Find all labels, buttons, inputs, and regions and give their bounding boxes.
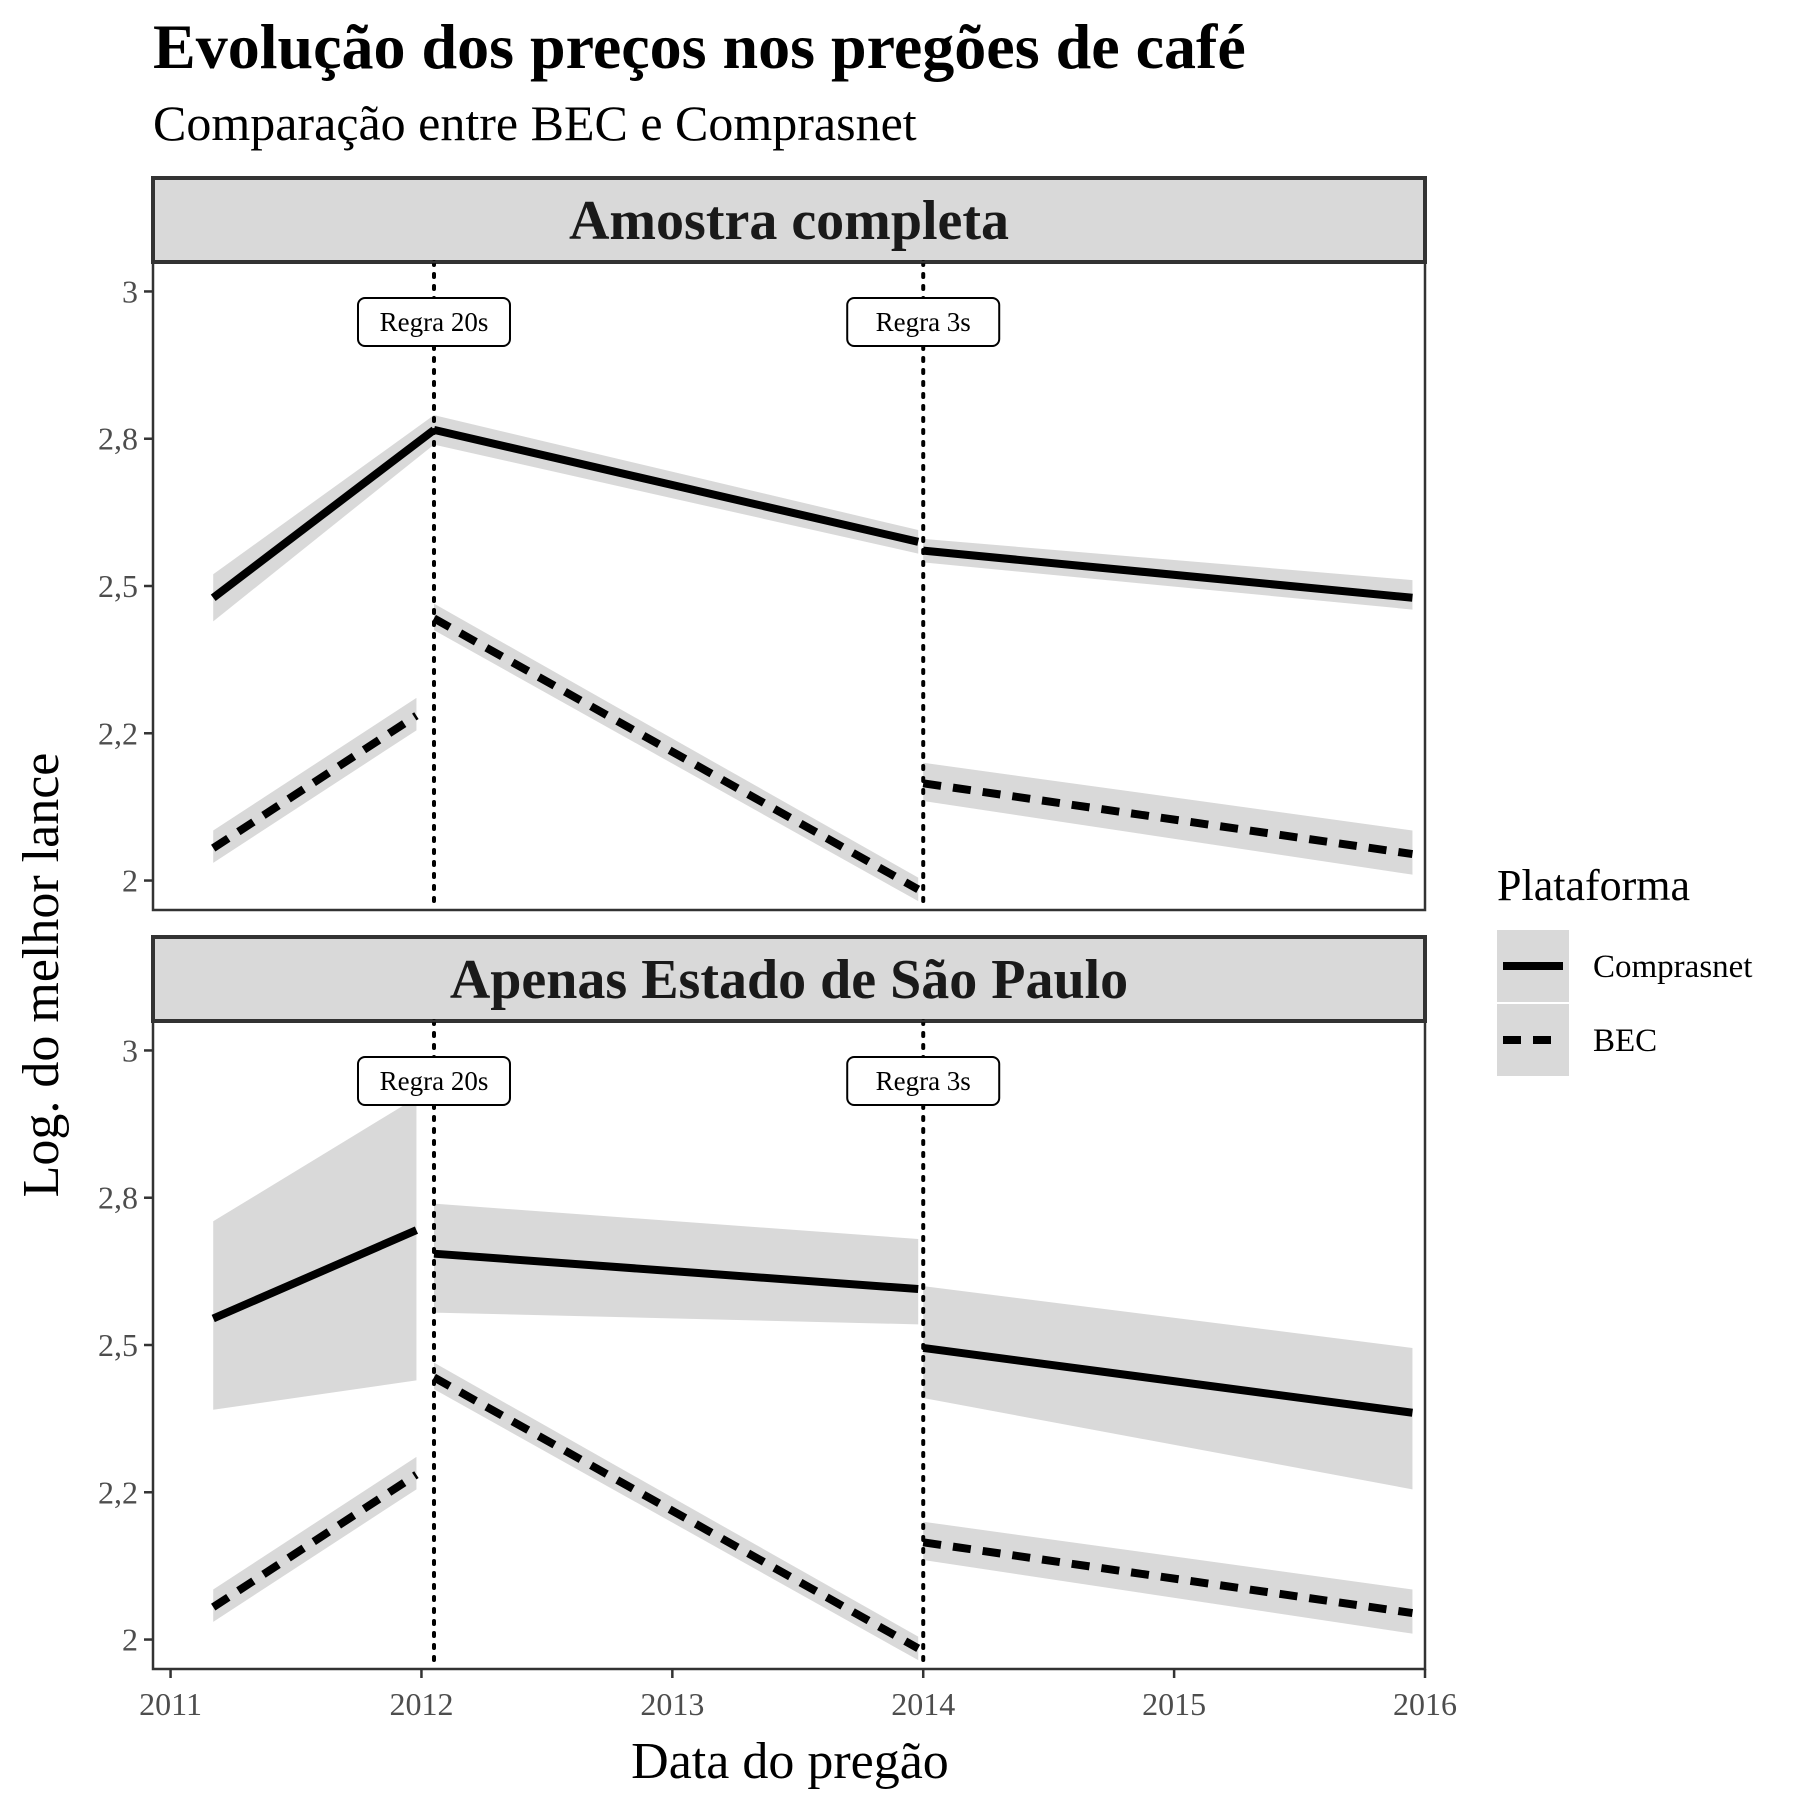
annotation-label: Regra 20s — [380, 1066, 489, 1096]
legend-entry-comprasnet: Comprasnet — [1497, 930, 1752, 1002]
x-tick-label: 2011 — [139, 1686, 202, 1722]
series-line-bec — [211, 1471, 419, 1611]
series-line-bec — [432, 614, 921, 893]
legend-title: Plataforma — [1497, 861, 1690, 910]
legend-label: BEC — [1593, 1023, 1657, 1059]
y-tick-label: 2 — [122, 1622, 138, 1658]
y-tick-label: 2,5 — [98, 1327, 138, 1363]
annotation-box — [846, 1056, 1001, 1106]
facet-panel: Amostra completa Regra 20s Regra 3s 2 2,2 2,5… — [98, 176, 1427, 912]
y-axis-title: Log. do melhor lance — [13, 753, 70, 1198]
annotation-box — [846, 297, 1001, 347]
y-tick-label: 2,2 — [98, 715, 138, 751]
y-tick-label: 2,2 — [98, 1474, 138, 1510]
facet-strip-label: Amostra completa — [569, 190, 1009, 252]
facet-strip — [151, 176, 1427, 264]
series-line-bec — [432, 1373, 921, 1652]
confidence-band-comprasnet — [213, 1097, 417, 1410]
series-line-comprasnet — [922, 1343, 1413, 1417]
facet-panels: Amostra completa Regra 20s Regra 3s 2 2,2 2,5… — [98, 176, 1457, 1722]
annotation-label: Regra 3s — [876, 307, 971, 337]
series-line-bec — [211, 712, 419, 852]
facet-panel: Apenas Estado de São Paulo Regra 20s Regra… — [98, 935, 1457, 1722]
y-tick-label: 2 — [122, 863, 138, 899]
x-tick-label: 2015 — [1142, 1686, 1206, 1722]
series-line-bec — [922, 779, 1414, 858]
chart-title: Evolução dos preços nos pregões de café — [153, 11, 1246, 82]
x-axis-title: Data do pregão — [631, 1733, 949, 1790]
confidence-band-comprasnet — [923, 1286, 1413, 1490]
series-line-comprasnet — [922, 546, 1413, 602]
series-line-comprasnet — [433, 1249, 919, 1294]
annotation-box — [356, 1056, 511, 1106]
annotation-label: Regra 3s — [876, 1066, 971, 1096]
chart-subtitle: Comparação entre BEC e Comprasnet — [153, 95, 917, 151]
y-tick-label: 2,8 — [98, 1180, 138, 1216]
legend: Plataforma Comprasnet BEC — [1497, 861, 1752, 1076]
series-line-bec — [922, 1538, 1414, 1617]
x-tick-label: 2016 — [1393, 1686, 1457, 1722]
x-tick-label: 2014 — [891, 1686, 955, 1722]
x-tick-label: 2013 — [640, 1686, 704, 1722]
legend-entry-bec: BEC — [1497, 1004, 1657, 1076]
series-line-comprasnet — [211, 1226, 419, 1323]
series-line-comprasnet — [433, 425, 920, 546]
x-tick-label: 2012 — [389, 1686, 453, 1722]
annotation-box — [356, 297, 511, 347]
y-tick-label: 3 — [122, 1032, 138, 1068]
annotation-label: Regra 20s — [380, 307, 489, 337]
y-tick-label: 2,5 — [98, 568, 138, 604]
series-line-comprasnet — [210, 426, 437, 601]
facet-strip-label: Apenas Estado de São Paulo — [450, 949, 1128, 1011]
confidence-band-comprasnet — [433, 1203, 919, 1325]
y-tick-label: 3 — [122, 273, 138, 309]
y-tick-label: 2,8 — [98, 421, 138, 457]
legend-label: Comprasnet — [1593, 949, 1752, 985]
